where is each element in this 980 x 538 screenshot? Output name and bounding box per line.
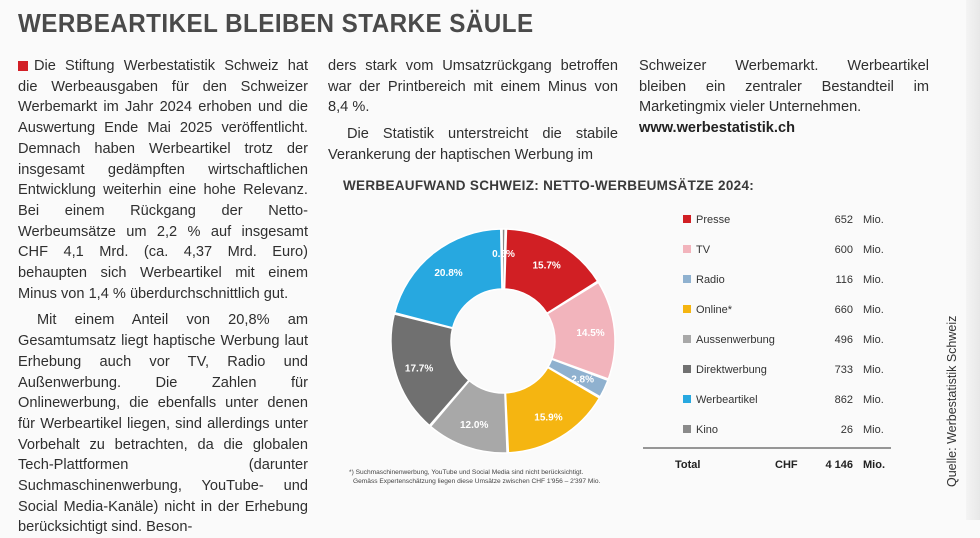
legend-unit: Mio. xyxy=(863,244,884,256)
legend-swatch xyxy=(683,335,691,343)
slice-percent-label: 12.0% xyxy=(460,420,488,431)
legend-swatch xyxy=(683,395,691,403)
total-value: 4 146 xyxy=(825,459,853,471)
chart-footnote: *) Suchmaschinenwerbung, YouTube und Soc… xyxy=(349,469,584,476)
legend-value: 26 xyxy=(841,424,853,436)
slice-percent-label: 15.9% xyxy=(534,412,562,423)
total-label: Total xyxy=(675,459,700,471)
paragraph: Die Stiftung Werbestatistik Schweiz hat … xyxy=(18,56,308,304)
legend-label: Kino xyxy=(696,424,718,436)
legend-unit: Mio. xyxy=(863,304,884,316)
donut-slice-direktwerbung xyxy=(390,313,470,427)
legend-value: 116 xyxy=(835,274,853,286)
legend-label: Werbeartikel xyxy=(696,394,758,406)
legend-label: Direktwerbung xyxy=(696,364,767,376)
text-column-3: Schweizer Werbemarkt. Werbeartikel bleib… xyxy=(639,56,929,139)
legend-swatch xyxy=(683,365,691,373)
legend-swatch xyxy=(683,305,691,313)
legend-label: TV xyxy=(696,244,711,256)
text-column-2: ders stark vom Umsatzrückgang betroffen … xyxy=(328,56,618,166)
chart-title: WERBEAUFWAND SCHWEIZ: NETTO-WERBEUMSÄTZE… xyxy=(343,178,755,193)
paragraph: ders stark vom Umsatzrückgang betroffen … xyxy=(328,58,618,116)
legend-unit: Mio. xyxy=(863,274,884,286)
headline: WERBEARTIKEL BLEIBEN STARKE SÄULE xyxy=(18,8,534,38)
donut-slice-presse xyxy=(503,228,599,315)
legend-label: Aussenwerbung xyxy=(696,334,775,346)
legend-unit: Mio. xyxy=(863,394,884,406)
red-square-bullet xyxy=(18,61,28,71)
slice-percent-label: 15.7% xyxy=(532,261,560,272)
paragraph: Die Statistik unterstreicht die stabile … xyxy=(328,126,618,163)
legend-unit: Mio. xyxy=(863,214,884,226)
donut-chart: 15.7% 14.5% 2.8% 15.9% 12.0% 17.7% 20.8% 0.6% Pr… xyxy=(349,214,891,485)
legend-swatch xyxy=(683,275,691,283)
slice-percent-label: 17.7% xyxy=(405,363,433,374)
legend-unit: Mio. xyxy=(863,424,884,436)
donut-slice-kino xyxy=(501,228,506,290)
text-column-1: Die Stiftung Werbestatistik Schweiz hat … xyxy=(18,56,308,538)
source-caption: Quelle: Werbestatistik Schweiz xyxy=(945,315,959,487)
legend-swatch xyxy=(683,425,691,433)
paragraph-text: Die Stiftung Werbestatistik Schweiz hat … xyxy=(18,58,308,302)
total-currency: CHF xyxy=(775,459,798,471)
slice-percent-label: 20.8% xyxy=(434,268,462,279)
legend-value: 862 xyxy=(835,394,853,406)
legend-value: 496 xyxy=(835,334,853,346)
legend-value: 652 xyxy=(835,214,853,226)
legend-label: Online* xyxy=(696,304,733,316)
paragraph: Mit einem Anteil von 20,8% am Gesamtumsa… xyxy=(18,312,308,536)
donut-slice-online xyxy=(504,366,601,454)
legend-value: 660 xyxy=(835,304,853,316)
legend-label: Radio xyxy=(696,274,725,286)
donut-slice-aussenwerbung xyxy=(429,379,508,454)
donut-slice-tv xyxy=(546,281,616,380)
legend-swatch xyxy=(683,215,691,223)
donut-slice-werbeartikel xyxy=(393,228,503,329)
chart-footnote: Gemäss Expertenschätzung liegen diese Um… xyxy=(353,478,601,485)
page-edge xyxy=(966,0,980,520)
legend-value: 600 xyxy=(835,244,853,256)
legend-unit: Mio. xyxy=(863,364,884,376)
paragraph: Schweizer Werbemarkt. Werbeartikel bleib… xyxy=(639,58,929,116)
legend-value: 733 xyxy=(835,364,853,376)
slice-percent-label: 14.5% xyxy=(576,328,604,339)
slice-percent-label: 2.8% xyxy=(571,374,594,385)
total-unit: Mio. xyxy=(863,459,885,471)
legend-label: Presse xyxy=(696,214,730,226)
slice-percent-label: 0.6% xyxy=(492,249,515,260)
legend-unit: Mio. xyxy=(863,334,884,346)
source-url[interactable]: www.werbestatistik.ch xyxy=(639,120,795,137)
legend-swatch xyxy=(683,245,691,253)
